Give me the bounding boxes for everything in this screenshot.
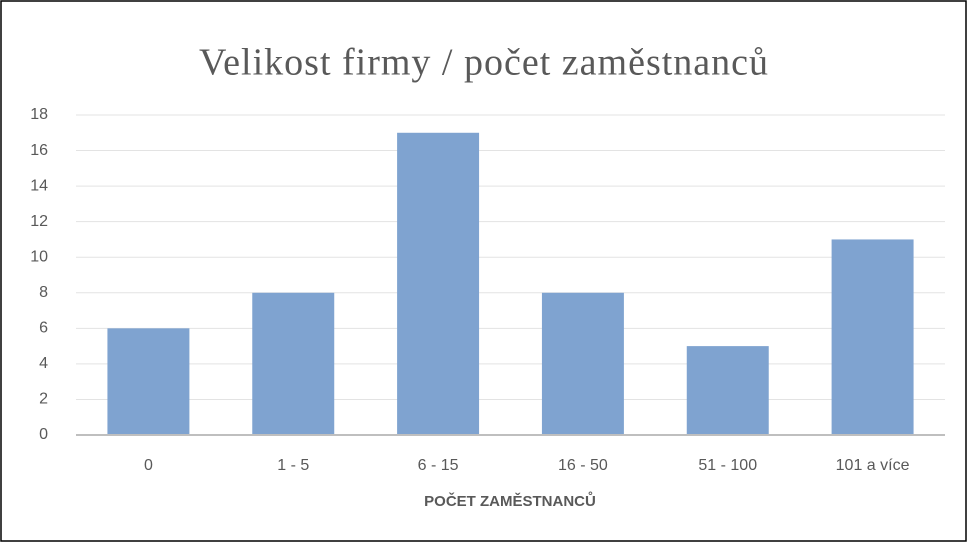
- y-tick-label: 4: [39, 355, 48, 372]
- x-tick-label: 0: [144, 457, 153, 474]
- chart-title: Velikost firmy / počet zaměstnanců: [199, 42, 769, 84]
- y-tick-label: 16: [30, 142, 48, 159]
- x-axis-title: POČET ZAMĚSTNANCŮ: [424, 491, 596, 510]
- y-tick-label: 8: [39, 284, 48, 301]
- y-tick-label: 6: [39, 320, 48, 337]
- y-tick-label: 0: [39, 426, 48, 443]
- y-tick-label: 18: [30, 106, 48, 123]
- x-tick-label: 51 - 100: [698, 457, 757, 474]
- y-tick-label: 14: [30, 177, 48, 194]
- bar: [107, 328, 190, 435]
- y-tick-label: 2: [39, 391, 48, 408]
- y-tick-label: 12: [30, 213, 48, 230]
- bar: [397, 132, 480, 435]
- bar: [686, 346, 769, 435]
- x-tick-label: 16 - 50: [558, 457, 608, 474]
- bar: [252, 292, 335, 435]
- y-tick-label: 10: [30, 248, 48, 265]
- bar: [541, 292, 624, 435]
- x-tick-label: 6 - 15: [418, 457, 459, 474]
- x-tick-label: 1 - 5: [277, 457, 309, 474]
- bar: [831, 239, 914, 435]
- x-tick-label: 101 a více: [836, 457, 910, 474]
